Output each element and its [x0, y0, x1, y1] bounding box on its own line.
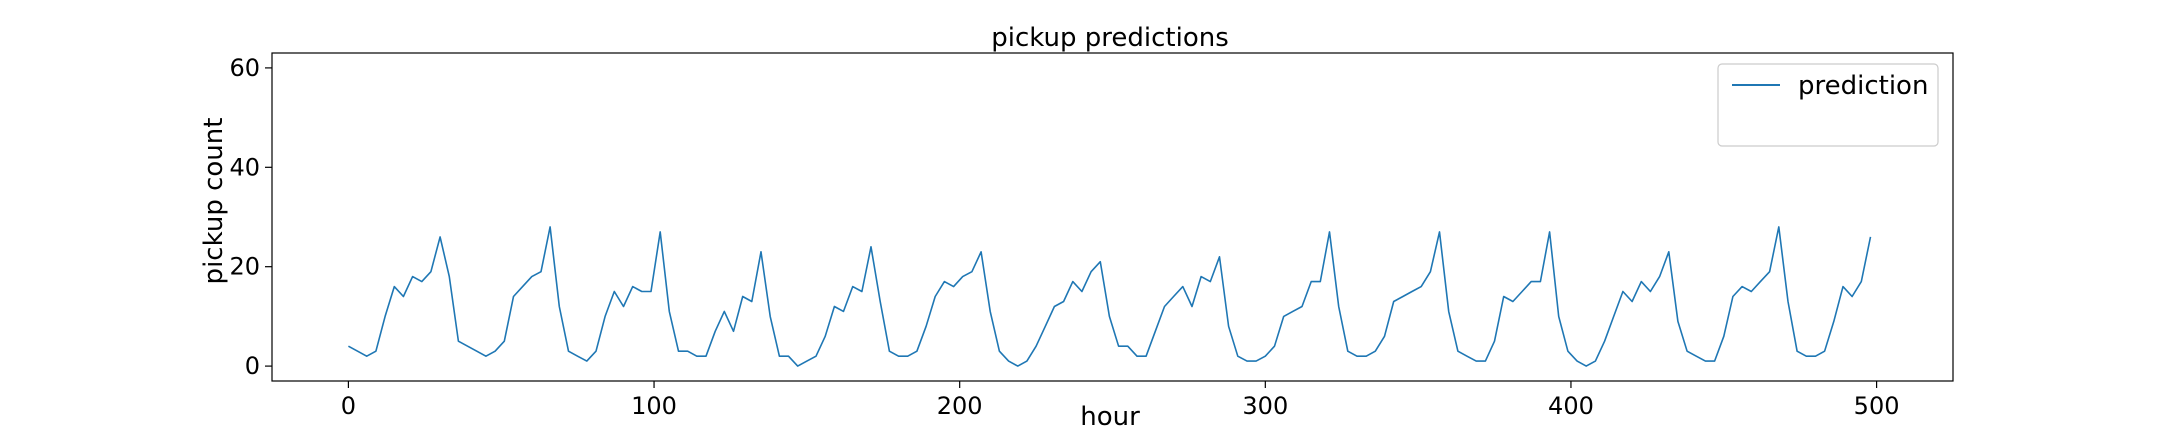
legend-label-prediction: prediction	[1798, 71, 1928, 101]
y-tick-label: 40	[229, 153, 260, 181]
chart-title: pickup predictions	[991, 23, 1229, 53]
y-axis-title: pickup count	[199, 118, 229, 285]
legend: prediction	[1717, 63, 1939, 147]
y-tick-label: 20	[229, 253, 260, 281]
x-axis-title: hour	[1080, 402, 1140, 432]
x-tick-label: 200	[937, 392, 983, 420]
x-tick-label: 100	[631, 392, 677, 420]
x-tick-label: 0	[341, 392, 356, 420]
plot-frame	[271, 52, 1954, 382]
plot-area	[348, 226, 1872, 367]
x-axis: 0 100 200 300 400 500	[341, 381, 1900, 420]
x-tick-label: 400	[1548, 392, 1594, 420]
series-line-prediction	[348, 226, 1872, 367]
y-axis: 0 20 40 60	[229, 54, 272, 380]
y-tick-label: 0	[245, 352, 260, 380]
x-tick-label: 500	[1854, 392, 1900, 420]
y-tick-label: 60	[229, 54, 260, 82]
x-tick-label: 300	[1242, 392, 1288, 420]
